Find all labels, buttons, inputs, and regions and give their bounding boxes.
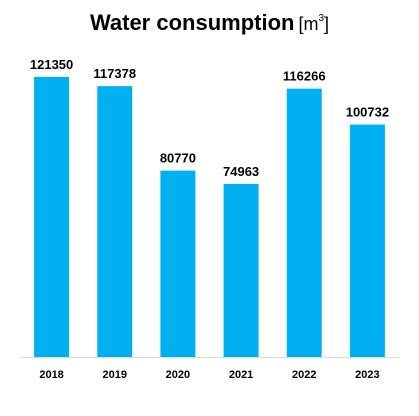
x-tick-label-2022: 2022 xyxy=(292,369,316,381)
bar-2023 xyxy=(349,124,385,358)
data-label-2018: 121350 xyxy=(30,57,73,72)
bar-2020 xyxy=(160,170,196,357)
chart-title-text: Water consumption xyxy=(89,10,295,35)
bar-2021 xyxy=(223,184,259,357)
x-tick-label-2018: 2018 xyxy=(39,369,63,381)
data-label-2019: 117378 xyxy=(93,66,136,81)
unit-base: [m xyxy=(298,14,319,34)
unit-close: ] xyxy=(324,14,330,34)
x-tick-label-2021: 2021 xyxy=(229,369,253,381)
x-tick-label-2020: 2020 xyxy=(166,369,190,381)
unit-superscript: 3 xyxy=(318,13,325,24)
chart-title: Water consumption [m3] xyxy=(0,10,419,36)
bar-2022 xyxy=(286,88,322,357)
data-label-2020: 80770 xyxy=(160,151,196,166)
data-label-2023: 100732 xyxy=(346,105,389,120)
bar-2018 xyxy=(34,76,70,357)
data-label-2021: 74963 xyxy=(223,164,259,179)
x-tick-label-2023: 2023 xyxy=(355,369,379,381)
bar-2019 xyxy=(97,86,133,358)
x-tick-label-2019: 2019 xyxy=(103,369,127,381)
chart-title-unit: [m3] xyxy=(298,13,330,34)
data-label-2022: 116266 xyxy=(283,69,326,84)
